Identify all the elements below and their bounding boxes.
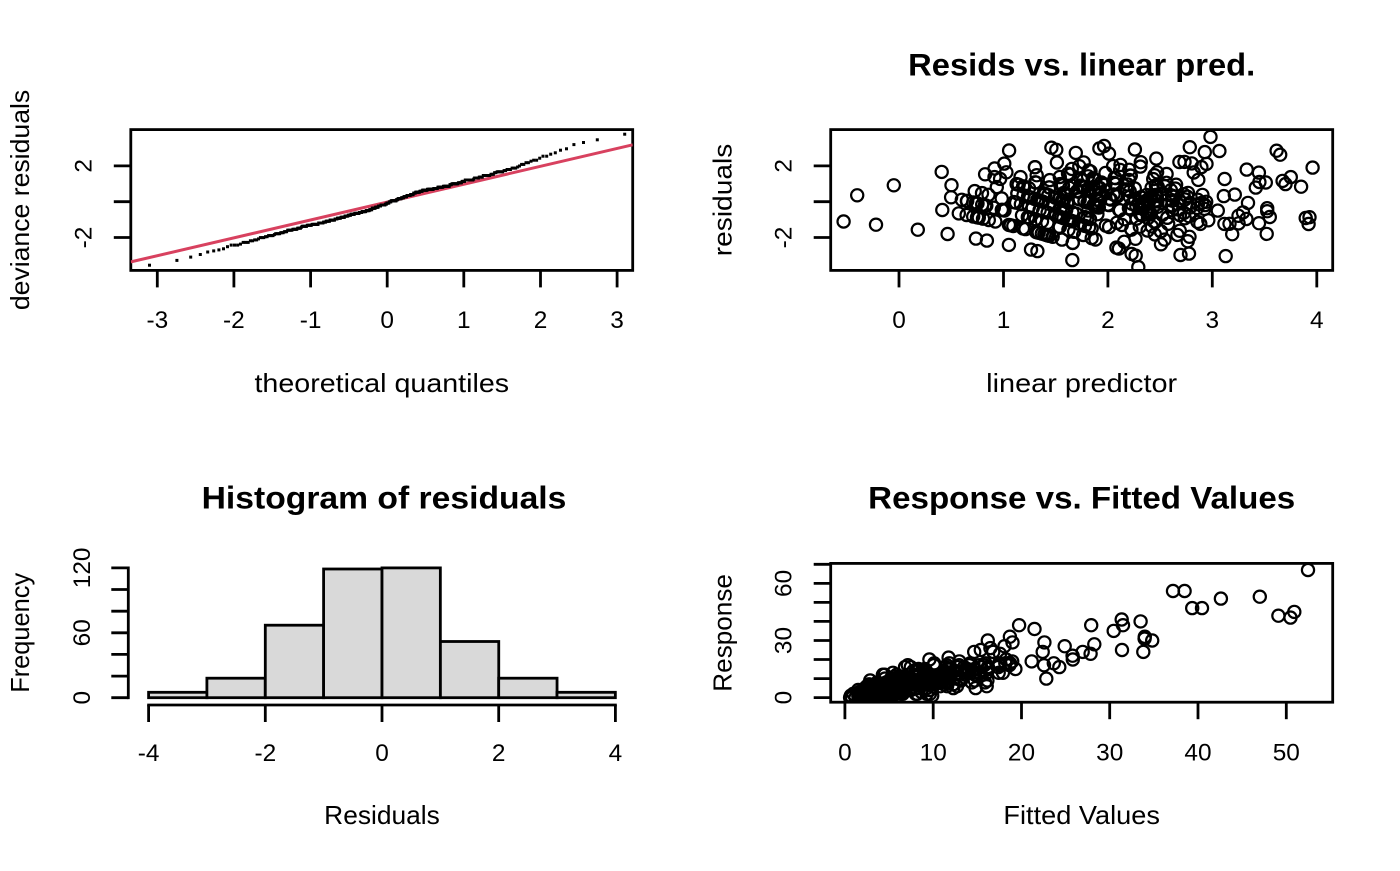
svg-text:120: 120 [69,548,96,589]
svg-text:Fitted Values: Fitted Values [1003,800,1160,830]
svg-text:-4: -4 [138,740,160,767]
svg-text:30: 30 [770,627,797,654]
svg-text:-1: -1 [300,307,322,334]
svg-text:linear predictor: linear predictor [986,368,1177,398]
svg-text:-3: -3 [146,307,168,334]
svg-text:-2: -2 [254,740,276,767]
svg-text:2: 2 [534,307,548,334]
svg-text:Response: Response [707,574,737,692]
svg-text:60: 60 [770,570,797,597]
svg-text:30: 30 [1096,740,1123,767]
svg-text:Residuals: Residuals [324,800,440,830]
svg-text:1: 1 [457,307,471,334]
svg-text:50: 50 [1273,740,1300,767]
svg-text:0: 0 [892,307,906,334]
svg-text:0: 0 [770,691,797,705]
svg-text:0: 0 [838,740,852,767]
svg-text:-2: -2 [770,227,797,249]
svg-text:4: 4 [609,740,623,767]
svg-text:theoretical quantiles: theoretical quantiles [254,368,509,398]
svg-text:Resids vs. linear pred.: Resids vs. linear pred. [908,47,1255,83]
svg-text:-2: -2 [71,227,98,249]
svg-text:Histogram of residuals: Histogram of residuals [202,480,567,516]
svg-text:40: 40 [1184,740,1211,767]
svg-text:-2: -2 [223,307,245,334]
svg-text:0: 0 [375,740,389,767]
svg-text:2: 2 [770,159,797,173]
svg-text:4: 4 [1310,307,1324,334]
svg-text:2: 2 [1101,307,1115,334]
svg-text:3: 3 [1206,307,1220,334]
svg-text:0: 0 [69,691,96,705]
svg-text:60: 60 [69,619,96,646]
svg-text:2: 2 [492,740,506,767]
svg-text:0: 0 [380,307,394,334]
svg-text:20: 20 [1008,740,1035,767]
svg-text:deviance residuals: deviance residuals [5,90,35,310]
svg-text:10: 10 [920,740,947,767]
svg-text:1: 1 [997,307,1011,334]
svg-text:Frequency: Frequency [5,573,35,693]
svg-text:2: 2 [71,159,98,173]
svg-text:Response vs. Fitted Values: Response vs. Fitted Values [868,480,1295,516]
svg-text:residuals: residuals [707,144,737,257]
svg-text:3: 3 [610,307,624,334]
